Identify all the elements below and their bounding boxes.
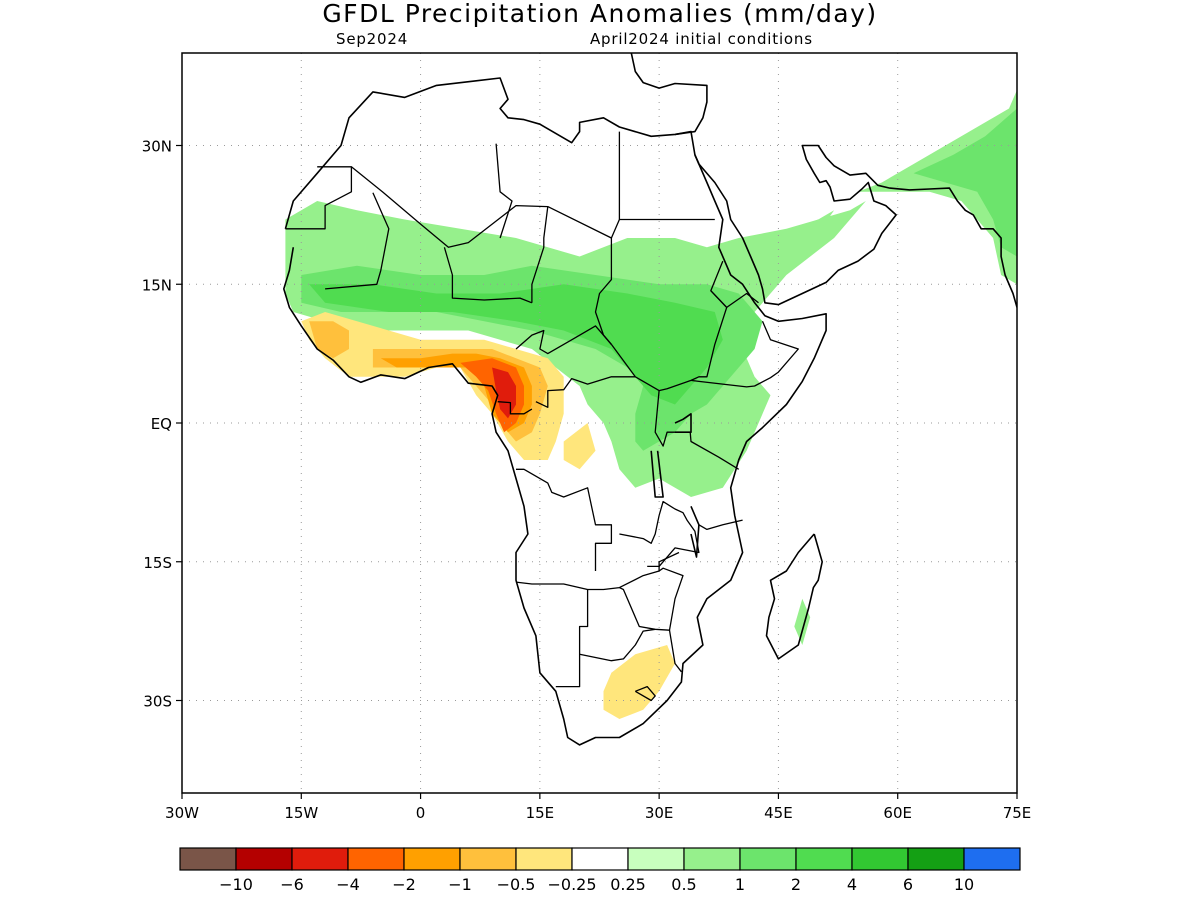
anomaly-region-dry-0p25-0p5-7: [301, 312, 564, 460]
colorbar-label: 0.25: [610, 875, 646, 894]
colorbar-label: 10: [954, 875, 974, 894]
colorbar-swatch: [179, 847, 237, 871]
coastline-3: [765, 533, 823, 660]
lon-tick-label: 0: [416, 804, 426, 822]
coastline-2: [694, 144, 1017, 308]
colorbar-label: −1: [448, 875, 472, 894]
lat-tick-label: EQ: [151, 415, 172, 433]
lon-tick-label: 15E: [526, 804, 555, 822]
latitude-axis: 30N 15N EQ 15S 30S: [142, 138, 182, 711]
lon-tick-label: 45E: [764, 804, 793, 822]
longitude-axis: 30W 15W 0 15E 30E 45E 60E 75E: [165, 793, 1031, 822]
country-border-10: [690, 321, 799, 388]
country-border-20: [647, 500, 700, 568]
country-border-9: [654, 390, 740, 470]
colorbar-label: 1: [735, 875, 745, 894]
colorbar-swatch: [459, 847, 517, 871]
country-border-16: [515, 567, 684, 631]
coastline-6: [690, 505, 700, 558]
colorbar-swatch: [235, 847, 293, 871]
subtitle-initial-conditions: April2024 initial conditions: [590, 30, 813, 48]
country-border-22: [698, 519, 743, 531]
colorbar-swatch: [683, 847, 741, 871]
anomaly-region-wet-2-4-2: [309, 284, 723, 405]
subtitle-month: Sep2024: [336, 30, 408, 48]
anomaly-region-dry-0p5-1-9: [309, 321, 349, 359]
colorbar-swatch: [571, 847, 629, 871]
country-border-14: [497, 401, 533, 415]
country-border-15: [516, 468, 613, 571]
figure-title: GFDL Precipitation Anomalies (mm/day): [322, 0, 877, 28]
map-frame: [181, 52, 1018, 794]
lon-tick-label: 15W: [284, 804, 318, 822]
country-border-3: [325, 192, 390, 290]
lon-tick-label: 30W: [165, 804, 199, 822]
country-border-5: [531, 206, 549, 303]
anomaly-region-wet-0p5-1-6: [794, 598, 811, 645]
coastline-1: [630, 53, 708, 136]
lon-tick-label: 75E: [1003, 804, 1032, 822]
colorbar-label: 4: [847, 875, 857, 894]
country-border-0: [350, 131, 621, 248]
colorbar-swatch: [347, 847, 405, 871]
lat-tick-label: 30N: [142, 138, 172, 156]
country-border-24: [634, 685, 656, 702]
country-border-17: [555, 589, 589, 688]
colorbar-swatch: [627, 847, 685, 871]
country-border-19: [668, 630, 682, 673]
coastline-layer: [283, 53, 1017, 746]
colorbar-swatch: [739, 847, 797, 871]
colorbar-label: 0.5: [671, 875, 696, 894]
country-border-11: [710, 290, 759, 309]
country-border-18: [579, 628, 656, 662]
country-border-4: [495, 143, 513, 239]
colorbar-swatch: [795, 847, 853, 871]
anomaly-region-wet-0p5-1-4: [858, 90, 1017, 285]
colorbar-label: −0.25: [547, 875, 596, 894]
colorbar-swatch: [515, 847, 573, 871]
country-border-layer: [285, 131, 799, 702]
coastline-0: [283, 77, 827, 746]
colorbar-swatch: [403, 847, 461, 871]
colorbar: −10 −6 −4 −2 −1 −0.5 −0.25 0.25 0.5 1 2 4 6 10: [179, 847, 1021, 894]
anomaly-region-dry-0p25-0p5-8: [563, 423, 596, 470]
country-border-2: [443, 247, 533, 304]
country-border-23: [619, 515, 660, 544]
colorbar-label: −4: [336, 875, 360, 894]
lon-tick-label: 30E: [645, 804, 674, 822]
map-gridlines: [182, 53, 1017, 793]
anomaly-shading-layer: [285, 90, 1017, 719]
colorbar-label: −10: [219, 875, 253, 894]
colorbar-label: 6: [903, 875, 913, 894]
colorbar-label: −2: [392, 875, 416, 894]
lon-tick-label: 60E: [883, 804, 912, 822]
colorbar-label: 2: [791, 875, 801, 894]
lat-tick-label: 15S: [143, 554, 172, 572]
lat-tick-label: 15N: [142, 276, 172, 294]
country-border-12: [515, 325, 612, 355]
lat-tick-label: 30S: [143, 693, 172, 711]
anomaly-region-dry-0p25-0p5-14: [603, 645, 675, 719]
coastline-5: [650, 450, 664, 498]
colorbar-swatch: [851, 847, 909, 871]
country-border-21: [658, 551, 680, 571]
colorbar-swatch: [291, 847, 349, 871]
anomaly-region-wet-1-2-5: [913, 108, 1017, 257]
colorbar-label: −0.5: [497, 875, 536, 894]
country-border-1: [285, 166, 353, 230]
colorbar-label: −6: [280, 875, 304, 894]
colorbar-swatch: [963, 847, 1021, 871]
country-border-13: [535, 376, 636, 408]
colorbar-swatch: [907, 847, 965, 871]
